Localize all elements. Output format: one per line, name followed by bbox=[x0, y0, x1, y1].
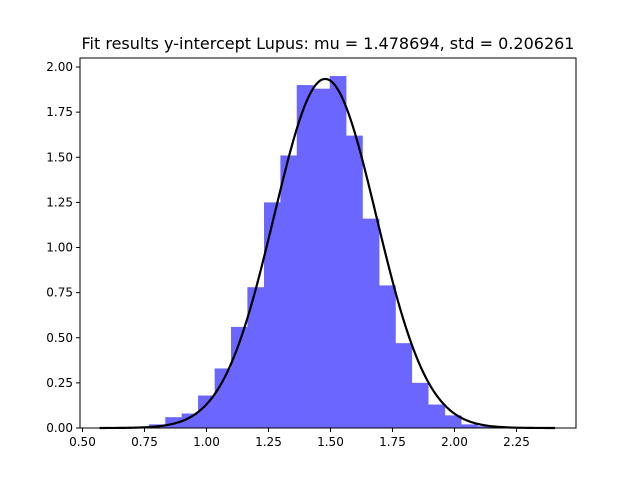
histogram-bar bbox=[362, 218, 380, 428]
histogram-bar bbox=[214, 368, 232, 428]
fit-curve-line bbox=[99, 77, 555, 430]
x-axis: 0.50 0.75 1.00 1.25 1.50 1.75 2.00 2.25 bbox=[69, 428, 530, 449]
chart-title: Fit results y-intercept Lupus: mu = 1.47… bbox=[82, 34, 575, 53]
axes-frame bbox=[79, 57, 577, 429]
histogram-bar bbox=[461, 424, 478, 428]
x-tick-label: 1.75 bbox=[379, 435, 406, 449]
histogram-bar bbox=[428, 404, 446, 428]
y-tick-label: 1.50 bbox=[46, 150, 73, 164]
x-tick-label: 0.50 bbox=[69, 435, 96, 449]
y-tick-label: 1.75 bbox=[46, 105, 73, 119]
x-tick-label: 1.25 bbox=[255, 435, 282, 449]
histogram-bar bbox=[395, 343, 413, 428]
histogram-bar bbox=[411, 382, 429, 428]
y-tick-label: 0.00 bbox=[46, 421, 73, 435]
x-tick-label: 1.00 bbox=[193, 435, 220, 449]
y-tick-label: 2.00 bbox=[46, 60, 73, 74]
y-tick-label: 0.75 bbox=[46, 286, 73, 300]
x-tick-label: 0.75 bbox=[131, 435, 158, 449]
y-tick-label: 0.25 bbox=[46, 376, 73, 390]
histogram-bar bbox=[477, 426, 495, 428]
histogram-bar bbox=[329, 76, 347, 429]
histogram-bar bbox=[280, 155, 298, 428]
histogram-bar bbox=[181, 413, 199, 428]
x-tick-label: 2.00 bbox=[441, 435, 468, 449]
histogram-bar bbox=[296, 85, 314, 428]
x-tick-label: 1.50 bbox=[317, 435, 344, 449]
y-tick-label: 1.00 bbox=[46, 241, 73, 255]
y-tick-label: 0.50 bbox=[46, 331, 73, 345]
histogram-bar bbox=[247, 287, 265, 428]
histogram-bar bbox=[444, 415, 462, 428]
x-tick-label: 2.25 bbox=[503, 435, 530, 449]
y-tick-label: 1.25 bbox=[46, 195, 73, 209]
y-axis: 0.00 0.25 0.50 0.75 1.00 1.25 1.50 1.75 2.00 bbox=[46, 60, 80, 435]
histogram-bars bbox=[148, 76, 495, 429]
histogram-bar bbox=[313, 88, 331, 429]
histogram-bar bbox=[379, 285, 396, 428]
histogram-bar bbox=[198, 395, 215, 428]
histogram-bar bbox=[264, 202, 281, 428]
histogram-bar bbox=[346, 135, 363, 429]
